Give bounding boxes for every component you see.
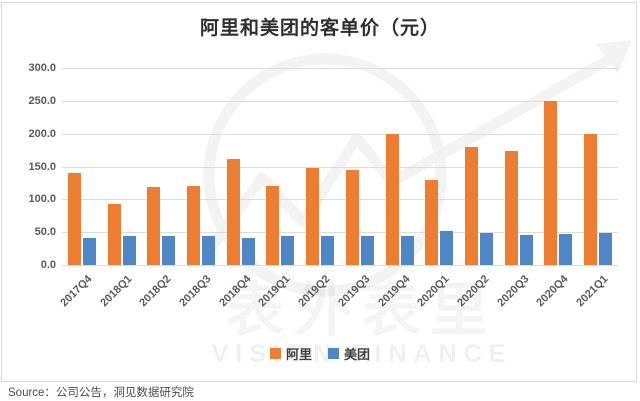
bar-meituan — [281, 236, 295, 265]
bar-ali — [226, 158, 240, 265]
y-axis-label: 200.0 — [28, 127, 56, 140]
bar-meituan — [559, 234, 573, 265]
bar-meituan — [122, 236, 136, 265]
gridline — [62, 232, 618, 234]
bar-meituan — [162, 236, 176, 265]
gridline — [62, 166, 618, 168]
gridline — [62, 133, 618, 135]
bar-ali — [147, 186, 161, 265]
bar-ali — [107, 203, 121, 265]
gridline — [62, 100, 618, 102]
bar-ali — [67, 173, 81, 265]
bar-ali — [266, 185, 280, 265]
gridline — [62, 265, 618, 266]
bar-ali — [504, 151, 518, 265]
bar-ali — [345, 169, 359, 265]
bar-meituan — [321, 236, 335, 265]
legend-item: 美团 — [328, 344, 370, 363]
legend: 阿里 美团 — [0, 344, 640, 363]
watermark-circle-icon — [203, 53, 447, 297]
legend-item: 阿里 — [269, 344, 312, 363]
bar-meituan — [519, 234, 533, 265]
watermark-brand-text: 表外表里 — [226, 278, 498, 343]
watermark-subtitle-text: VISION FINANCE — [212, 340, 513, 368]
watermark-arrowhead-icon — [596, 40, 632, 74]
bar-meituan — [241, 238, 255, 265]
y-axis-label: 150.0 — [28, 160, 56, 173]
source-note: Source：公司公告，洞见数据研究院 — [8, 387, 194, 399]
bar-ali — [584, 133, 598, 265]
y-axis-label: 100.0 — [28, 193, 56, 206]
legend-swatch — [328, 348, 339, 359]
y-axis-label: 300.0 — [28, 62, 56, 74]
bar-meituan — [202, 236, 215, 265]
bar-meituan — [360, 236, 374, 265]
bar-meituan — [480, 232, 493, 265]
legend-swatch — [269, 348, 281, 359]
bar-meituan — [599, 233, 613, 265]
y-axis-label: 0.0 — [40, 259, 56, 271]
watermark-trend-arrow-icon — [202, 52, 618, 258]
bar-ali — [385, 133, 399, 265]
bar-ali — [465, 146, 478, 265]
gridline — [62, 68, 618, 69]
chart-title: 阿里和美团的客单价（元） — [199, 18, 440, 39]
bar-ali — [187, 185, 200, 265]
bar-ali — [306, 168, 320, 265]
gridline — [62, 199, 618, 201]
bar-ali — [544, 100, 558, 265]
bar-meituan — [82, 238, 96, 265]
bar-meituan — [400, 236, 414, 265]
bar-meituan — [440, 230, 454, 265]
y-axis-label: 250.0 — [28, 94, 56, 107]
y-axis-label: 50.0 — [34, 226, 56, 239]
bar-ali — [425, 179, 439, 265]
legend-label: 阿里 — [285, 347, 312, 362]
legend-label: 美团 — [344, 347, 371, 362]
